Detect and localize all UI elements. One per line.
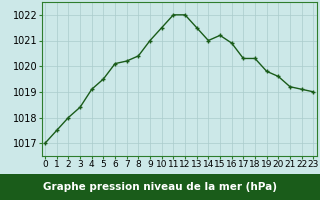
Text: Graphe pression niveau de la mer (hPa): Graphe pression niveau de la mer (hPa) [43,182,277,192]
